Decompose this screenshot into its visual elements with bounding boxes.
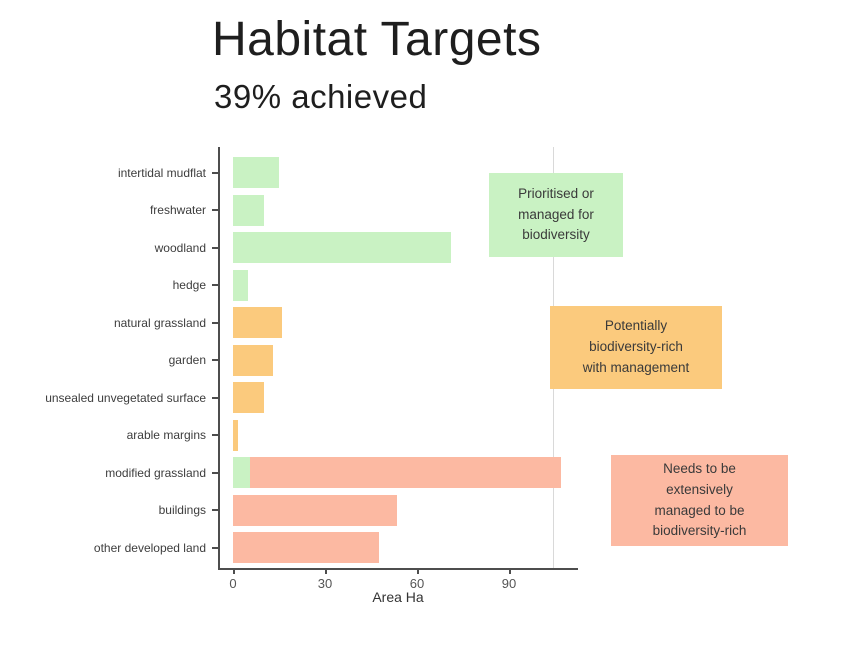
- chart-subtitle: 39% achieved: [214, 78, 428, 115]
- y-axis-tick: [212, 434, 218, 436]
- bar-segment-potential: [233, 344, 273, 376]
- y-axis-category-label: unsealed unvegetated surface: [45, 390, 206, 405]
- y-axis-tick: [212, 396, 218, 399]
- x-axis-tick: [417, 568, 420, 574]
- y-axis-tick: [212, 209, 218, 211]
- y-axis-tick: [212, 509, 218, 511]
- x-axis-tick-label: 30: [317, 576, 333, 591]
- x-axis-tick-label: 60: [409, 576, 425, 591]
- y-axis-category-label: garden: [168, 353, 206, 367]
- x-axis-tick: [509, 568, 512, 574]
- bar-segment-potential: [233, 419, 238, 451]
- y-axis-tick: [212, 359, 218, 361]
- x-axis-tick: [233, 568, 235, 574]
- legend-box-potential: Potentially biodiversity-rich with manag…: [550, 306, 722, 389]
- bar-segment-prioritised: [233, 457, 250, 488]
- bar-segment-needs_management: [233, 494, 398, 526]
- y-axis-category-label: natural grassland: [113, 315, 206, 330]
- x-axis-tick-label: 0: [229, 576, 237, 591]
- y-axis-category-label: woodland: [154, 240, 206, 255]
- y-axis-category-label: freshwater: [149, 203, 206, 217]
- y-axis-tick: [212, 246, 218, 249]
- y-axis-tick: [212, 546, 218, 549]
- y-axis-tick: [212, 171, 218, 174]
- x-axis-tick: [325, 568, 327, 574]
- bar-segment-prioritised: [233, 232, 451, 263]
- bar-segment-prioritised: [233, 157, 279, 188]
- bar-segment-prioritised: [233, 194, 264, 226]
- x-axis-tick-label: 90: [501, 576, 517, 591]
- y-axis-category-label: hedge: [172, 278, 206, 292]
- bar-segment-needs_management: [233, 532, 379, 563]
- y-axis-tick: [212, 471, 218, 474]
- bar-segment-prioritised: [233, 269, 249, 301]
- chart-title: Habitat Targets: [212, 13, 542, 66]
- bar-segment-potential: [233, 382, 264, 413]
- y-axis-category-label: buildings: [158, 503, 206, 517]
- y-axis-category-label: modified grassland: [105, 465, 206, 480]
- y-axis-line: [218, 147, 220, 568]
- bar-segment-potential: [233, 307, 283, 338]
- y-axis-category-label: other developed land: [93, 540, 206, 555]
- legend-box-needs_management: Needs to be extensively managed to be bi…: [611, 455, 788, 546]
- x-axis-label: Area Ha: [372, 589, 424, 605]
- legend-box-prioritised: Prioritised or managed for biodiversity: [489, 173, 623, 257]
- bar-segment-needs_management: [249, 457, 562, 488]
- y-axis-category-label: intertidal mudflat: [117, 165, 206, 180]
- y-axis-category-label: arable margins: [126, 428, 206, 442]
- x-axis-line: [218, 568, 578, 570]
- y-axis-tick: [212, 284, 218, 286]
- y-axis-tick: [212, 321, 218, 324]
